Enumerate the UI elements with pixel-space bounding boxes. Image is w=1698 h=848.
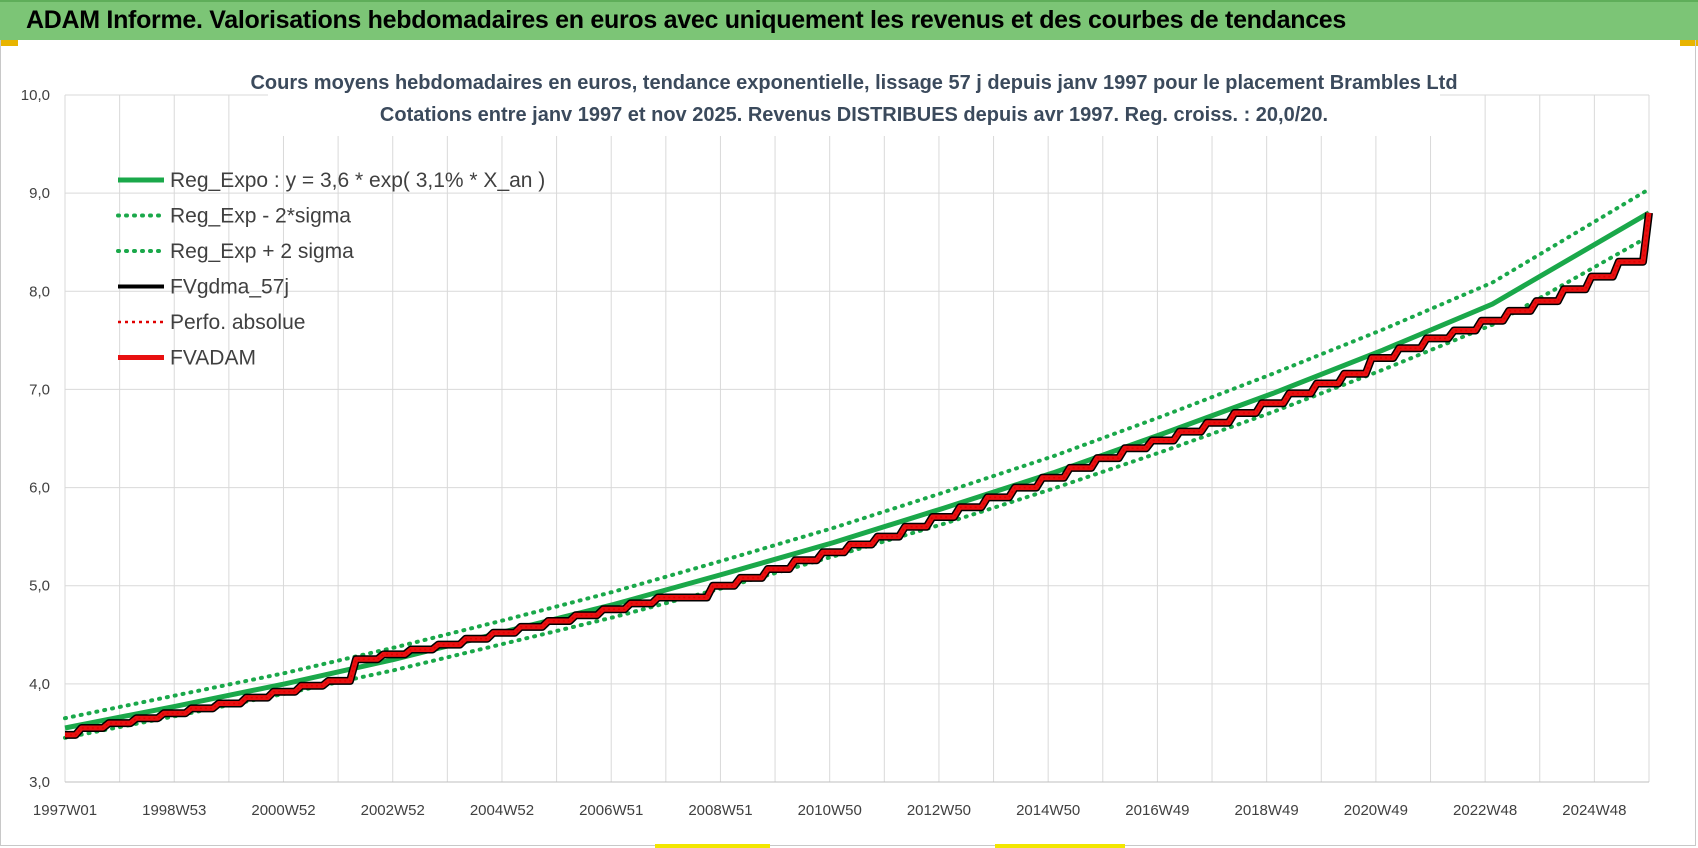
series-perfo-absolue <box>65 212 1650 736</box>
legend-label: Reg_Expo : y = 3,6 * exp( 3,1% * X_an ) <box>170 169 545 192</box>
chart-title: Cours moyens hebdomadaires en euros, ten… <box>250 64 1458 136</box>
corner-marker-left <box>0 40 18 46</box>
x-tick-label: 2010W50 <box>798 802 862 819</box>
x-tick-label: 2012W50 <box>907 802 971 819</box>
grid <box>64 94 1650 783</box>
sheet-tab-indicator <box>655 844 770 848</box>
legend-label: Reg_Exp - 2*sigma <box>170 205 351 228</box>
sheet-tab-indicator <box>995 844 1125 848</box>
x-tick-label: 2006W51 <box>579 802 643 819</box>
x-tick-label: 2020W49 <box>1344 802 1408 819</box>
chart-title-line-2: Cotations entre janv 1997 et nov 2025. R… <box>380 104 1328 126</box>
x-tick-label: 2004W52 <box>470 802 534 819</box>
y-tick-label: 6,0 <box>29 480 50 497</box>
legend-label: FVADAM <box>170 347 256 370</box>
y-axis: 3,0 4,0 5,0 6,0 7,0 8,0 9,0 10,0 <box>21 87 50 791</box>
legend-label: Perfo. absolue <box>170 311 305 334</box>
y-tick-label: 7,0 <box>29 381 50 398</box>
legend: Reg_Expo : y = 3,6 * exp( 3,1% * X_an ) R… <box>116 169 545 370</box>
x-tick-label: 2014W50 <box>1016 802 1080 819</box>
x-tick-label: 2024W48 <box>1562 802 1626 819</box>
title-background <box>268 64 1440 136</box>
chart-frame <box>0 40 1696 846</box>
y-tick-label: 10,0 <box>21 87 50 104</box>
legend-label: Reg_Exp + 2 sigma <box>170 240 354 263</box>
y-tick-label: 4,0 <box>29 676 50 693</box>
chart-title-line-1: Cours moyens hebdomadaires en euros, ten… <box>250 72 1457 94</box>
x-tick-label: 2018W49 <box>1235 802 1299 819</box>
report-title: ADAM Informe. Valorisations hebdomadaire… <box>26 6 1347 34</box>
series-reg-expo <box>64 210 1651 731</box>
y-tick-label: 8,0 <box>29 283 50 300</box>
y-tick-label: 3,0 <box>29 774 50 791</box>
x-axis: 1997W01 1998W53 2000W52 2002W52 2004W52 2006W… <box>33 802 1627 819</box>
x-tick-label: 1998W53 <box>142 802 206 819</box>
y-tick-label: 5,0 <box>29 578 50 595</box>
x-tick-label: 2000W52 <box>251 802 315 819</box>
x-tick-label: 2008W51 <box>688 802 752 819</box>
plot-area <box>63 187 1653 740</box>
y-tick-label: 9,0 <box>29 185 50 202</box>
series-reg-exp-plus-2sigma <box>63 187 1651 721</box>
legend-label: FVgdma_57j <box>170 276 289 299</box>
report-header: ADAM Informe. Valorisations hebdomadaire… <box>0 0 1698 40</box>
x-tick-label: 1997W01 <box>33 802 97 819</box>
x-tick-label: 2002W52 <box>361 802 425 819</box>
corner-marker-right <box>1680 40 1698 46</box>
x-tick-label: 2022W48 <box>1453 802 1517 819</box>
x-tick-label: 2016W49 <box>1125 802 1189 819</box>
